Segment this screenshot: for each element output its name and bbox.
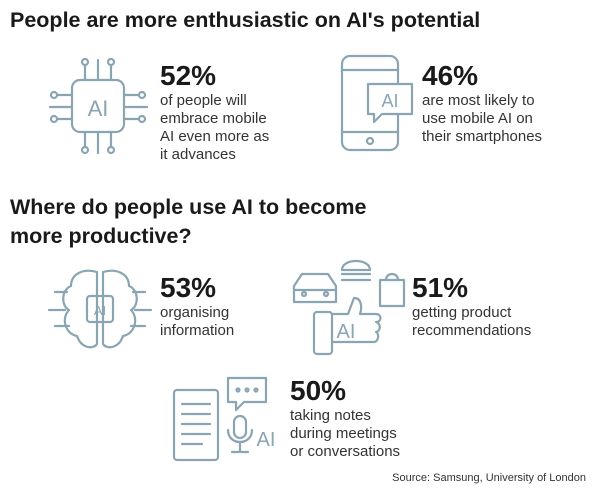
stat-item: 52% of people will embrace mobile AI even … (160, 60, 269, 164)
stat: 46% (422, 60, 479, 91)
stat: 51% (412, 272, 469, 303)
description-line: use mobile AI on (422, 110, 533, 127)
title-line: Where do people use AI to become (10, 195, 367, 219)
description-line: are most likely to (422, 92, 535, 109)
phone-icon: AI (340, 54, 414, 152)
stat: 52% (160, 60, 217, 91)
stat: 50% (290, 375, 347, 406)
svg-text:AI: AI (88, 96, 109, 121)
stat-item: 53% organising information (160, 272, 234, 340)
description-line: taking notes (290, 407, 371, 424)
description-line: getting product (412, 304, 512, 321)
description-line: it advances (160, 146, 236, 163)
description-line: AI even more as (160, 128, 270, 145)
chip-icon: AI (48, 57, 149, 155)
description-line: or conversations (290, 443, 401, 460)
description-line: their smartphones (422, 128, 543, 145)
description-line: during meetings (290, 425, 397, 442)
svg-text:AI: AI (381, 91, 398, 111)
stat-item: 51% getting product recommendations (412, 272, 531, 340)
svg-text:AI: AI (257, 429, 276, 451)
brain-icon: AI (47, 269, 153, 349)
stat-item: 46% are most likely to use mobile AI on th… (422, 60, 542, 146)
stat: 53% (160, 272, 217, 303)
title-line: more productive? (10, 224, 192, 248)
recommendation-icon: AI (292, 259, 406, 356)
description-line: of people will (160, 92, 247, 109)
svg-text:AI: AI (94, 303, 106, 318)
description-line: embrace mobile (160, 110, 267, 127)
description-line: recommendations (412, 322, 532, 339)
svg-text:AI: AI (337, 321, 356, 343)
notes-icon: AI (172, 376, 276, 462)
stat-item: 50% taking notes during meetings or conver… (290, 375, 400, 461)
section-title: Where do people use AI to become more pro… (10, 193, 366, 251)
description-line: organising (160, 304, 230, 321)
section-title: People are more enthusiastic on AI's pot… (10, 8, 481, 32)
description-line: information (160, 322, 235, 339)
source: Source: Samsung, University of London (392, 472, 586, 484)
